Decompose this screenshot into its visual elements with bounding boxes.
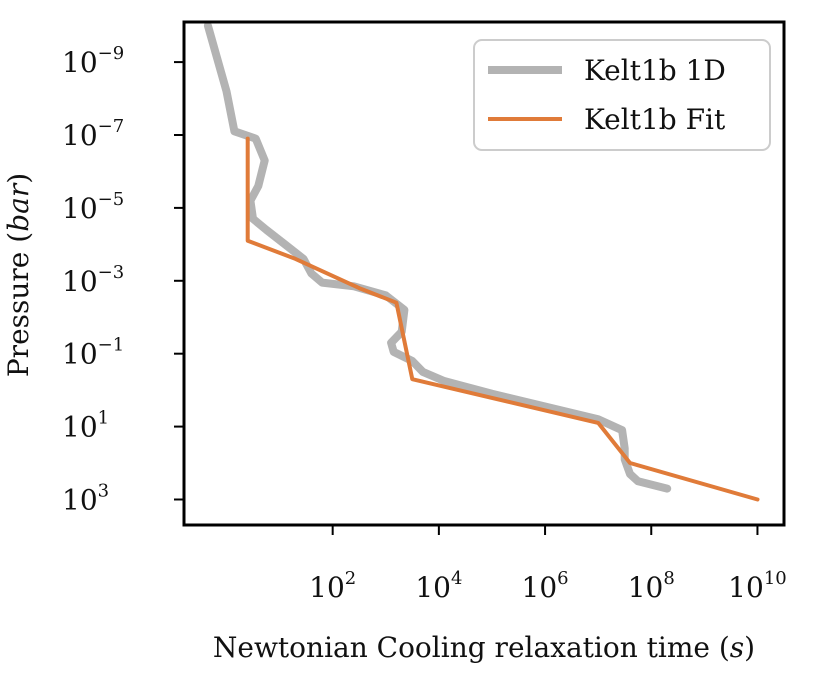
x-tick-base: 10 — [628, 571, 664, 604]
x-tick-exponent: 6 — [557, 568, 568, 589]
y-axis-label: Pressure (bar) — [2, 173, 35, 377]
legend-label-kelt1b-fit: Kelt1b Fit — [584, 103, 726, 136]
y-tick-base: 10 — [62, 338, 98, 371]
x-tick-label: 108 — [628, 568, 675, 604]
x-tick-base: 10 — [309, 571, 345, 604]
y-axis-label-var: bar — [2, 182, 35, 232]
y-tick-exponent: −7 — [98, 116, 125, 137]
y-tick-exponent: −3 — [98, 262, 125, 283]
x-tick-base: 10 — [728, 571, 764, 604]
y-tick-base: 10 — [62, 483, 98, 516]
x-axis-ticks: 102 104 106 108 1010 — [309, 525, 787, 604]
y-tick-label: 10−1 — [62, 335, 124, 371]
y-tick-base: 10 — [62, 411, 98, 444]
y-tick-label: 10−7 — [62, 116, 124, 152]
x-axis-label-close: ) — [744, 631, 755, 664]
y-tick-exponent: 3 — [98, 480, 109, 501]
x-axis-label: Newtonian Cooling relaxation time (s) — [213, 631, 755, 664]
y-tick-base: 10 — [62, 265, 98, 298]
y-tick-label: 103 — [62, 480, 109, 516]
y-tick-base: 10 — [62, 192, 98, 225]
x-tick-label: 104 — [415, 568, 462, 604]
legend: Kelt1b 1D Kelt1b Fit — [473, 39, 771, 151]
y-tick-label: 10−3 — [62, 262, 124, 298]
plot-frame — [182, 20, 786, 527]
y-axis-label-main: Pressure ( — [2, 232, 35, 377]
x-tick-exponent: 10 — [764, 568, 787, 589]
y-tick-base: 10 — [62, 46, 98, 79]
x-tick-label: 102 — [309, 568, 356, 604]
y-tick-base: 10 — [62, 119, 98, 152]
x-tick-exponent: 8 — [663, 568, 674, 589]
x-tick-exponent: 4 — [451, 568, 462, 589]
y-tick-label: 10−9 — [62, 43, 124, 79]
legend-label-kelt1b-1d: Kelt1b 1D — [584, 54, 726, 87]
x-tick-label: 1010 — [728, 568, 787, 604]
y-tick-exponent: 1 — [98, 408, 109, 429]
x-tick-exponent: 2 — [345, 568, 356, 589]
y-tick-exponent: −9 — [98, 43, 125, 64]
y-tick-exponent: −5 — [98, 189, 125, 210]
x-tick-base: 10 — [415, 571, 451, 604]
y-tick-exponent: −1 — [98, 335, 125, 356]
x-tick-label: 106 — [522, 568, 569, 604]
x-axis-label-main: Newtonian Cooling relaxation time ( — [213, 631, 730, 664]
x-tick-base: 10 — [522, 571, 558, 604]
series-layer — [203, 21, 760, 502]
y-tick-label: 10−5 — [62, 189, 124, 225]
y-axis-label-close: ) — [2, 173, 35, 184]
series-line-kelt1b-1d — [203, 21, 672, 493]
series-line-kelt1b-fit — [245, 136, 760, 502]
y-tick-label: 101 — [62, 408, 109, 444]
x-axis-label-var: s — [730, 631, 744, 664]
